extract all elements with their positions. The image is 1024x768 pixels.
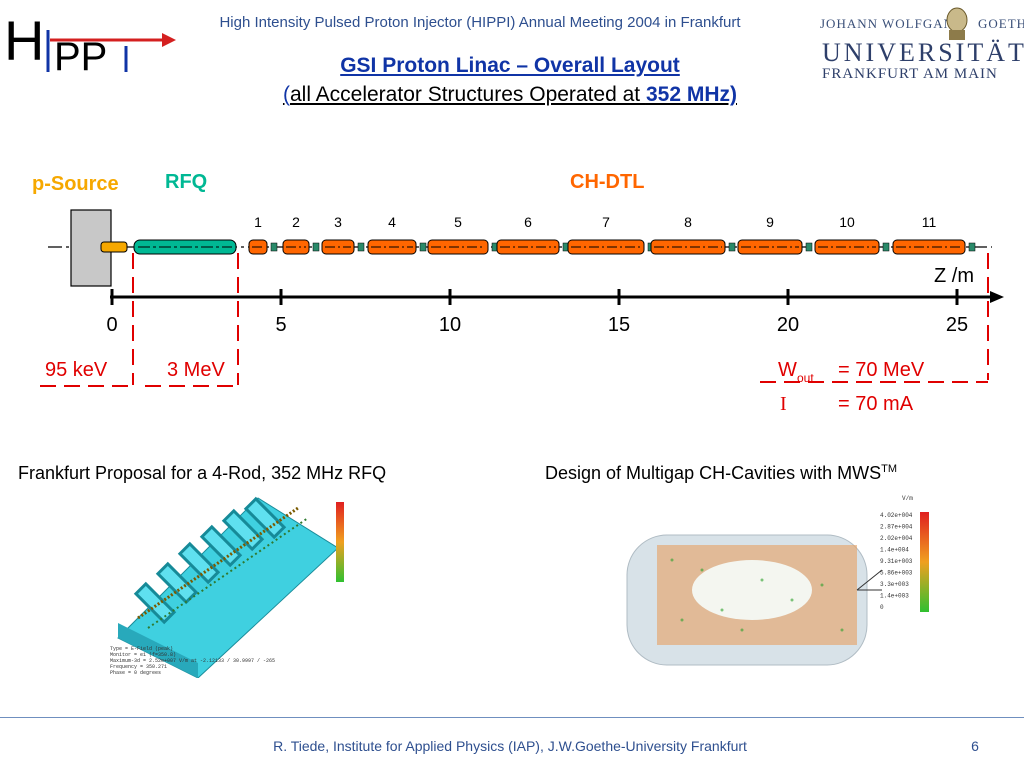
ch-cavity-10 [814,239,880,255]
cavity-number-2: 2 [292,214,300,230]
ch-scale-label: 2.87e+004 [880,524,913,531]
ch-scale-label: 9.31e+003 [880,558,913,565]
hippi-logo: H PP [4,9,176,72]
rfq-legend: Type = E-Field (peak)Monitor = e1 (f=350… [110,646,275,676]
cavity-numbers: 1 2 3 4 5 6 7 8 9 10 11 [254,214,936,230]
source-label: p-Source [32,173,119,195]
ch-scale-label: 3.3e+003 [880,581,909,588]
ch-scale-label: 2.02e+004 [880,535,913,542]
ch-cavities [248,239,976,255]
ch-cavity-7 [567,239,645,255]
cavity-number-3: 3 [334,214,342,230]
university-name: UNIVERSITÄT [822,38,1024,67]
z-axis-ticks: 0 5 10 15 20 25 [106,289,968,336]
page-number: 6 [971,738,979,754]
ch-caption-text: Design of Multigap CH-Cavities with MWS [545,463,882,483]
energy-markers [40,253,989,387]
cavity-number-5: 5 [454,214,462,230]
z-tick-label-0: 0 [106,314,117,336]
university-line-right: GOETHE [978,16,1024,31]
quadrupole-3 [357,242,365,252]
quadrupole-10 [882,242,890,252]
current-symbol: I [780,393,787,415]
quadrupole-9 [805,242,813,252]
linac-layout-diagram: p-Source RFQ CH-DTL 1 2 3 4 5 6 7 8 9 10 11 Z /m 0… [32,171,1004,415]
university-logo: JOHANN WOLFGANG GOETHE UNIVERSITÄT FRANK… [790,4,1024,82]
subtitle-open-paren: ( [282,83,290,106]
quadrupole-1 [270,242,278,252]
w-out-symbol: W [778,359,797,381]
dtl-label: CH-DTL [570,171,644,193]
ch-color-scale: 4.02e+004 2.87e+004 2.02e+004 1.4e+004 9.31e… [880,512,913,611]
source-beamline [100,241,128,253]
cavity-number-7: 7 [602,214,610,230]
rfq-legend-line: Phase = 0 degrees [110,670,161,676]
quadrupole-4 [419,242,427,252]
footer-credit: R. Tiede, Institute for Applied Physics … [273,738,747,754]
cavity-number-4: 4 [388,214,396,230]
footer-divider [0,717,1024,718]
source-energy: 95 keV [45,359,108,381]
z-tick-label-20: 20 [777,314,799,336]
z-tick-label-5: 5 [275,314,286,336]
ch-cavity-9 [737,239,803,255]
meeting-title: High Intensity Pulsed Proton Injector (H… [219,14,741,31]
ch-cavity-simulation-image: V/m 4.02e+004 2.87e+004 2.02e+004 1.4e+004 9… [626,495,929,666]
rfq-legend-line: Maximum-3d = 2.52e+007 V/m at -2.12133 /… [110,658,275,664]
goethe-portrait-icon [946,7,968,40]
z-tick-label-10: 10 [439,314,461,336]
university-line-left: JOHANN WOLFGANG [820,16,965,31]
z-tick-label-15: 15 [608,314,630,336]
quadrupole-11 [968,242,976,252]
rfq-legend-line: Frequency = 350.271 [110,664,167,670]
slide-title: GSI Proton Linac – Overall Layout [340,54,680,77]
z-tick-label-25: 25 [946,314,968,336]
w-out-value: = 70 MeV [838,359,925,381]
ch-caption-tm: TM [881,463,897,475]
field-vectors [670,558,844,632]
svg-text:H: H [4,9,44,72]
rfq-legend-line: Monitor = e1 (f=350.8) [110,652,176,658]
rfq-energy: 3 MeV [167,359,225,381]
rfq-caption: Frankfurt Proposal for a 4-Rod, 352 MHz … [18,463,387,483]
cavity-number-10: 10 [839,214,855,230]
quadrupole-2 [312,242,320,252]
cavity-number-11: 11 [922,214,937,230]
subtitle-frequency: 352 MHz) [645,83,738,106]
rfq-legend-line: Type = E-Field (peak) [110,646,173,652]
ch-cavity-8 [650,239,726,255]
rfq-label: RFQ [165,171,207,193]
ch-scale-unit: V/m [902,495,913,502]
cavity-number-6: 6 [524,214,532,230]
ch-scale-label: 1.4e+003 [880,593,909,600]
subtitle-text: all Accelerator Structures Operated at [289,83,646,106]
current-value: = 70 mA [838,393,914,415]
university-city: FRANKFURT AM MAIN [822,66,998,82]
ch-scale-label: 5.86e+003 [880,570,913,577]
z-axis-arrow [990,291,1004,303]
ch-scale-label: 4.02e+004 [880,512,913,519]
ch-scale-label: 0 [880,604,884,611]
rfq-field-simulation-image: Type = E-Field (peak)Monitor = e1 (f=350… [110,496,344,678]
ch-scale-label: 1.4e+004 [880,547,909,554]
w-out-subscript: out [797,371,814,385]
ch-caption: Design of Multigap CH-Cavities with MWST… [545,463,897,484]
quadrupole-8 [728,242,736,252]
cavity-number-9: 9 [766,214,774,230]
cavity-number-1: 1 [254,214,262,230]
slide-subtitle: (all Accelerator Structures Operated at … [180,83,840,107]
z-axis-label: Z /m [934,265,974,287]
cavity-number-8: 8 [684,214,692,230]
